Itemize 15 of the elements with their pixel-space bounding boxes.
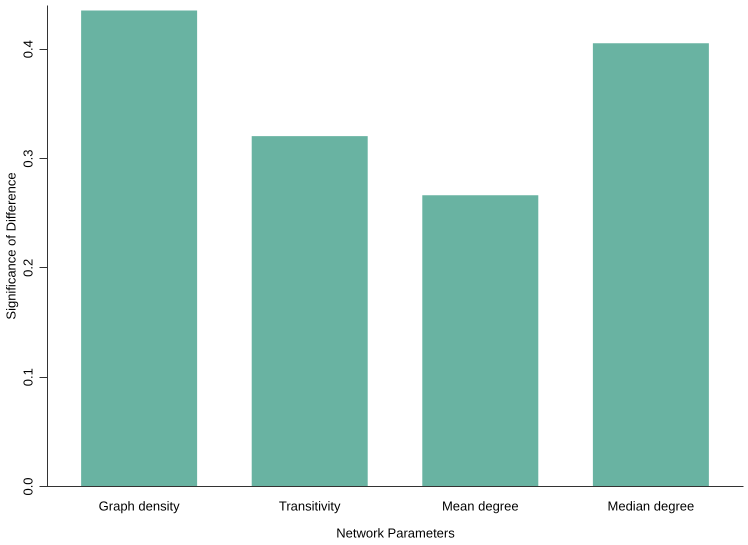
bar bbox=[252, 136, 368, 486]
bar bbox=[422, 195, 538, 486]
y-tick-label: 0.4 bbox=[20, 40, 36, 58]
x-tick-label: Median degree bbox=[608, 498, 694, 514]
x-axis-title: Network Parameters bbox=[336, 526, 456, 540]
y-tick-label: 0.1 bbox=[20, 368, 36, 386]
bar bbox=[592, 43, 709, 486]
y-tick-label: 0.2 bbox=[20, 258, 36, 277]
x-tick-label: Mean degree bbox=[442, 498, 519, 514]
y-tick-label: 0.3 bbox=[20, 150, 36, 168]
bar bbox=[81, 10, 198, 486]
y-axis-title: Significance of Difference bbox=[4, 172, 18, 320]
x-tick-label: Transitivity bbox=[278, 498, 342, 514]
y-tick-label: 0.0 bbox=[20, 477, 36, 496]
x-tick-label: Graph density bbox=[98, 498, 180, 514]
